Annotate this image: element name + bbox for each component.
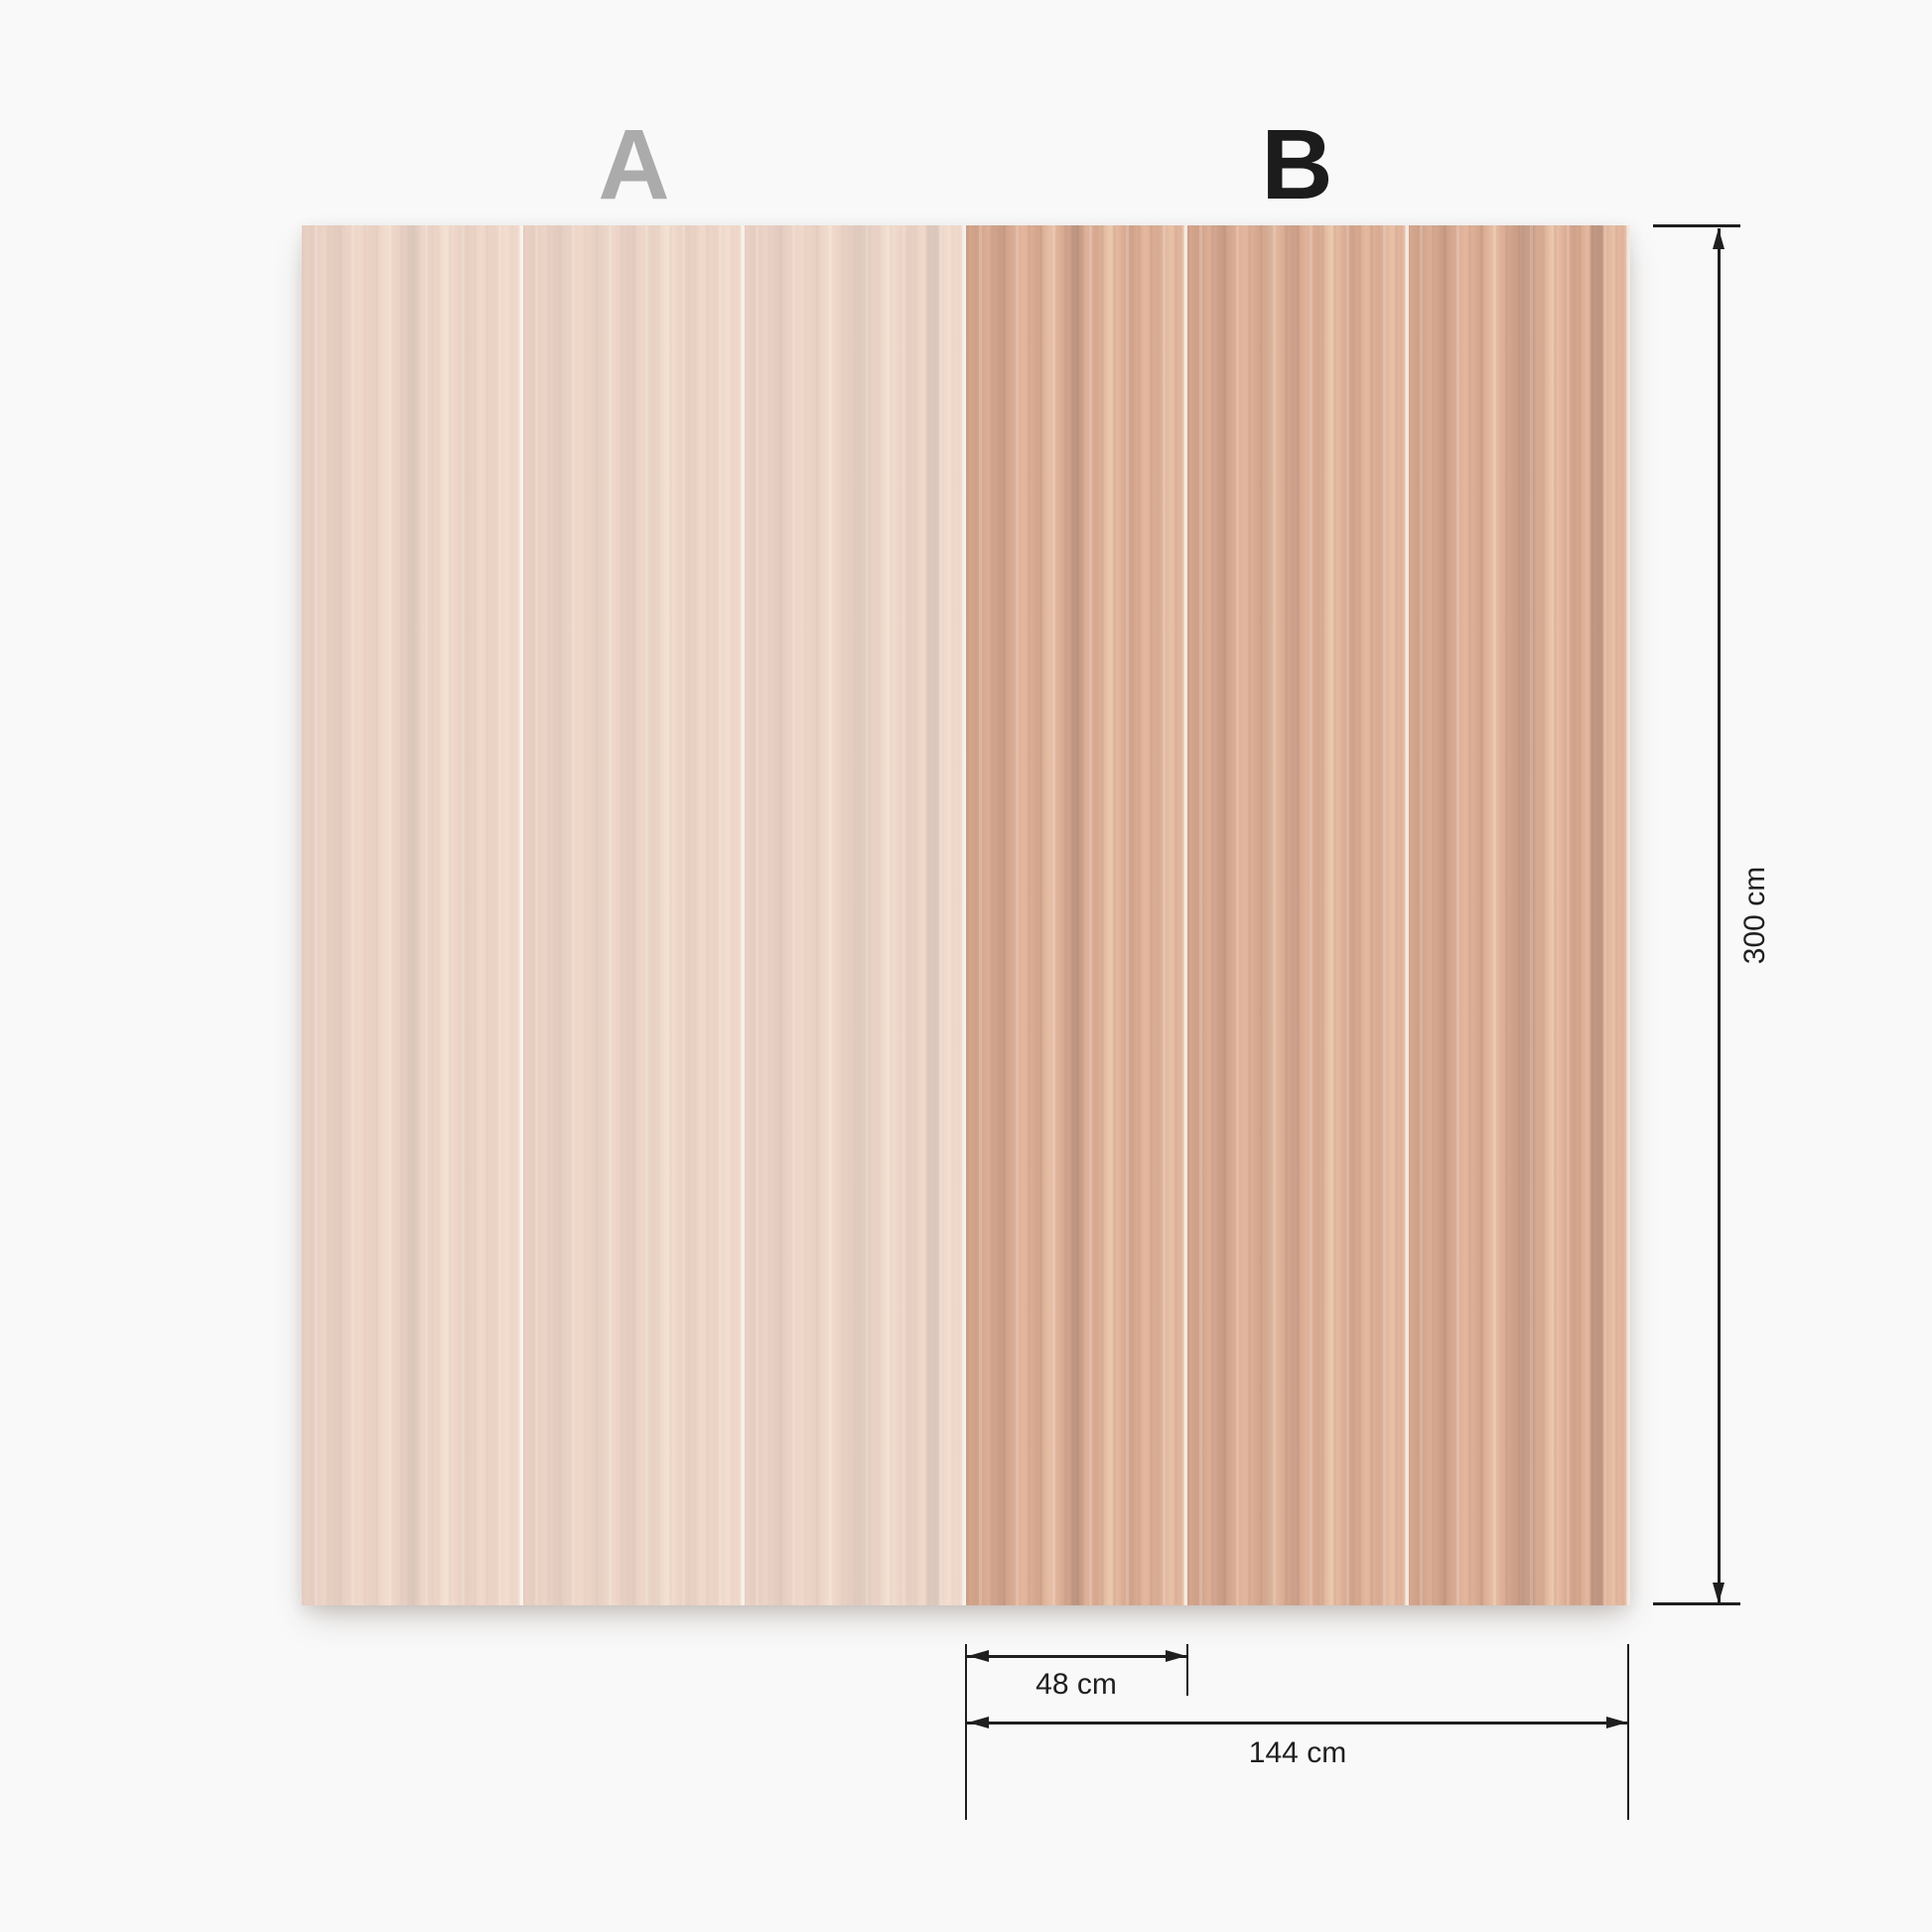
arrow-right-icon <box>1606 1717 1627 1728</box>
arrow-up-icon <box>1713 228 1725 249</box>
arrow-left-icon <box>968 1717 989 1728</box>
strip-width-tick <box>1186 1644 1188 1696</box>
panel-a-wallpaper <box>302 225 966 1605</box>
wallpaper-panels <box>302 225 1630 1605</box>
strip-width-dimension-line <box>967 1655 1186 1658</box>
height-tick-top <box>1653 224 1740 227</box>
arrow-left-icon <box>968 1650 989 1662</box>
extension-line-right <box>1627 1644 1629 1820</box>
panel-width-dimension-line <box>967 1722 1627 1725</box>
height-tick-bottom <box>1653 1602 1740 1605</box>
arrow-right-icon <box>1166 1650 1186 1662</box>
height-dimension-line <box>1718 228 1721 1603</box>
extension-line-left <box>965 1644 967 1820</box>
panel-a-label: A <box>598 109 671 220</box>
panel-b-label: B <box>1261 109 1334 220</box>
strip-width-value: 48 cm <box>1035 1668 1117 1701</box>
panel-b-wallpaper <box>966 225 1630 1605</box>
height-dimension-value: 300 cm <box>1738 866 1771 965</box>
panel-width-value: 144 cm <box>1248 1736 1347 1769</box>
arrow-down-icon <box>1713 1583 1725 1603</box>
